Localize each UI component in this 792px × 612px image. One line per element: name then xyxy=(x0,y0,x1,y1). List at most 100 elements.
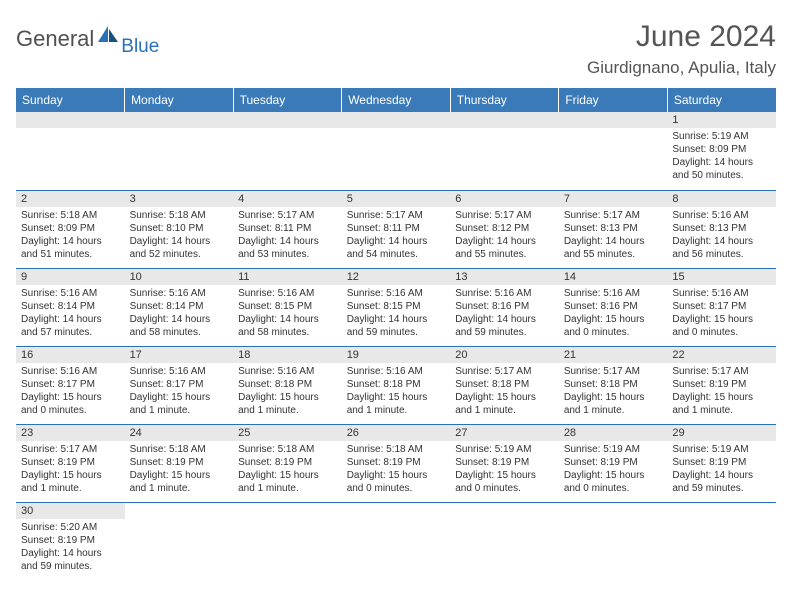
calendar-cell xyxy=(559,112,668,190)
location: Giurdignano, Apulia, Italy xyxy=(587,58,776,78)
day-details: Sunrise: 5:18 AMSunset: 8:19 PMDaylight:… xyxy=(233,441,342,498)
calendar-cell: 4Sunrise: 5:17 AMSunset: 8:11 PMDaylight… xyxy=(233,190,342,268)
calendar-cell: 18Sunrise: 5:16 AMSunset: 8:18 PMDayligh… xyxy=(233,346,342,424)
day-number: 26 xyxy=(342,425,451,441)
sunset-text: Sunset: 8:19 PM xyxy=(21,456,120,469)
daylight-text: Daylight: 14 hours and 55 minutes. xyxy=(564,235,663,261)
sunrise-text: Sunrise: 5:16 AM xyxy=(672,287,771,300)
calendar-cell: 22Sunrise: 5:17 AMSunset: 8:19 PMDayligh… xyxy=(667,346,776,424)
sunset-text: Sunset: 8:16 PM xyxy=(564,300,663,313)
sunset-text: Sunset: 8:19 PM xyxy=(455,456,554,469)
calendar-cell: 27Sunrise: 5:19 AMSunset: 8:19 PMDayligh… xyxy=(450,424,559,502)
calendar-cell: 13Sunrise: 5:16 AMSunset: 8:16 PMDayligh… xyxy=(450,268,559,346)
calendar-cell: 16Sunrise: 5:16 AMSunset: 8:17 PMDayligh… xyxy=(16,346,125,424)
calendar-week-row: 2Sunrise: 5:18 AMSunset: 8:09 PMDaylight… xyxy=(16,190,776,268)
sunrise-text: Sunrise: 5:16 AM xyxy=(238,287,337,300)
sunrise-text: Sunrise: 5:17 AM xyxy=(564,209,663,222)
calendar-cell xyxy=(16,112,125,190)
day-number: 15 xyxy=(667,269,776,285)
calendar-cell: 21Sunrise: 5:17 AMSunset: 8:18 PMDayligh… xyxy=(559,346,668,424)
daylight-text: Daylight: 14 hours and 58 minutes. xyxy=(130,313,229,339)
sunrise-text: Sunrise: 5:16 AM xyxy=(455,287,554,300)
calendar-week-row: 9Sunrise: 5:16 AMSunset: 8:14 PMDaylight… xyxy=(16,268,776,346)
daylight-text: Daylight: 14 hours and 55 minutes. xyxy=(455,235,554,261)
calendar-table: Sunday Monday Tuesday Wednesday Thursday… xyxy=(16,88,776,580)
calendar-cell xyxy=(233,112,342,190)
calendar-cell: 29Sunrise: 5:19 AMSunset: 8:19 PMDayligh… xyxy=(667,424,776,502)
sunset-text: Sunset: 8:14 PM xyxy=(130,300,229,313)
month-title: June 2024 xyxy=(587,20,776,54)
day-number: 24 xyxy=(125,425,234,441)
daylight-text: Daylight: 15 hours and 1 minute. xyxy=(21,469,120,495)
sunset-text: Sunset: 8:15 PM xyxy=(238,300,337,313)
calendar-cell xyxy=(342,502,451,580)
sunrise-text: Sunrise: 5:18 AM xyxy=(130,209,229,222)
sunrise-text: Sunrise: 5:17 AM xyxy=(455,365,554,378)
day-number-empty xyxy=(342,112,451,128)
daylight-text: Daylight: 14 hours and 58 minutes. xyxy=(238,313,337,339)
calendar-cell: 25Sunrise: 5:18 AMSunset: 8:19 PMDayligh… xyxy=(233,424,342,502)
day-details: Sunrise: 5:17 AMSunset: 8:18 PMDaylight:… xyxy=(450,363,559,420)
sunset-text: Sunset: 8:15 PM xyxy=(347,300,446,313)
day-number: 4 xyxy=(233,191,342,207)
day-number-empty xyxy=(233,112,342,128)
calendar-cell: 17Sunrise: 5:16 AMSunset: 8:17 PMDayligh… xyxy=(125,346,234,424)
day-number: 13 xyxy=(450,269,559,285)
day-details: Sunrise: 5:16 AMSunset: 8:15 PMDaylight:… xyxy=(233,285,342,342)
daylight-text: Daylight: 15 hours and 0 minutes. xyxy=(564,469,663,495)
sunset-text: Sunset: 8:11 PM xyxy=(347,222,446,235)
day-details: Sunrise: 5:17 AMSunset: 8:18 PMDaylight:… xyxy=(559,363,668,420)
day-details: Sunrise: 5:16 AMSunset: 8:18 PMDaylight:… xyxy=(342,363,451,420)
day-details: Sunrise: 5:17 AMSunset: 8:13 PMDaylight:… xyxy=(559,207,668,264)
day-header: Saturday xyxy=(667,88,776,112)
day-header-row: Sunday Monday Tuesday Wednesday Thursday… xyxy=(16,88,776,112)
sunset-text: Sunset: 8:17 PM xyxy=(21,378,120,391)
day-details: Sunrise: 5:18 AMSunset: 8:19 PMDaylight:… xyxy=(342,441,451,498)
calendar-cell xyxy=(450,112,559,190)
calendar-week-row: 23Sunrise: 5:17 AMSunset: 8:19 PMDayligh… xyxy=(16,424,776,502)
sunset-text: Sunset: 8:13 PM xyxy=(672,222,771,235)
daylight-text: Daylight: 15 hours and 1 minute. xyxy=(455,391,554,417)
day-header: Sunday xyxy=(16,88,125,112)
day-details: Sunrise: 5:19 AMSunset: 8:19 PMDaylight:… xyxy=(559,441,668,498)
daylight-text: Daylight: 14 hours and 52 minutes. xyxy=(130,235,229,261)
day-number: 12 xyxy=(342,269,451,285)
day-number: 6 xyxy=(450,191,559,207)
daylight-text: Daylight: 14 hours and 57 minutes. xyxy=(21,313,120,339)
day-number: 5 xyxy=(342,191,451,207)
sunrise-text: Sunrise: 5:16 AM xyxy=(672,209,771,222)
calendar-cell: 12Sunrise: 5:16 AMSunset: 8:15 PMDayligh… xyxy=(342,268,451,346)
calendar-cell: 11Sunrise: 5:16 AMSunset: 8:15 PMDayligh… xyxy=(233,268,342,346)
calendar-cell: 26Sunrise: 5:18 AMSunset: 8:19 PMDayligh… xyxy=(342,424,451,502)
daylight-text: Daylight: 14 hours and 53 minutes. xyxy=(238,235,337,261)
day-number: 19 xyxy=(342,347,451,363)
sunset-text: Sunset: 8:19 PM xyxy=(21,534,120,547)
day-number: 18 xyxy=(233,347,342,363)
sunset-text: Sunset: 8:18 PM xyxy=(238,378,337,391)
sunset-text: Sunset: 8:17 PM xyxy=(672,300,771,313)
daylight-text: Daylight: 14 hours and 51 minutes. xyxy=(21,235,120,261)
daylight-text: Daylight: 14 hours and 59 minutes. xyxy=(455,313,554,339)
calendar-cell xyxy=(559,502,668,580)
sunset-text: Sunset: 8:18 PM xyxy=(455,378,554,391)
day-details: Sunrise: 5:19 AMSunset: 8:19 PMDaylight:… xyxy=(450,441,559,498)
day-details: Sunrise: 5:17 AMSunset: 8:19 PMDaylight:… xyxy=(667,363,776,420)
sunrise-text: Sunrise: 5:16 AM xyxy=(564,287,663,300)
daylight-text: Daylight: 15 hours and 1 minute. xyxy=(238,391,337,417)
title-block: June 2024 Giurdignano, Apulia, Italy xyxy=(587,20,776,78)
day-header: Friday xyxy=(559,88,668,112)
sunrise-text: Sunrise: 5:19 AM xyxy=(564,443,663,456)
sail-icon xyxy=(96,24,120,47)
sunrise-text: Sunrise: 5:18 AM xyxy=(347,443,446,456)
daylight-text: Daylight: 15 hours and 1 minute. xyxy=(130,469,229,495)
calendar-cell: 1Sunrise: 5:19 AMSunset: 8:09 PMDaylight… xyxy=(667,112,776,190)
calendar-page: General Blue June 2024 Giurdignano, Apul… xyxy=(0,0,792,590)
calendar-cell: 7Sunrise: 5:17 AMSunset: 8:13 PMDaylight… xyxy=(559,190,668,268)
day-number: 20 xyxy=(450,347,559,363)
day-number: 23 xyxy=(16,425,125,441)
sunrise-text: Sunrise: 5:16 AM xyxy=(21,287,120,300)
calendar-cell xyxy=(667,502,776,580)
sunrise-text: Sunrise: 5:16 AM xyxy=(21,365,120,378)
day-details: Sunrise: 5:16 AMSunset: 8:16 PMDaylight:… xyxy=(559,285,668,342)
sunrise-text: Sunrise: 5:19 AM xyxy=(672,443,771,456)
